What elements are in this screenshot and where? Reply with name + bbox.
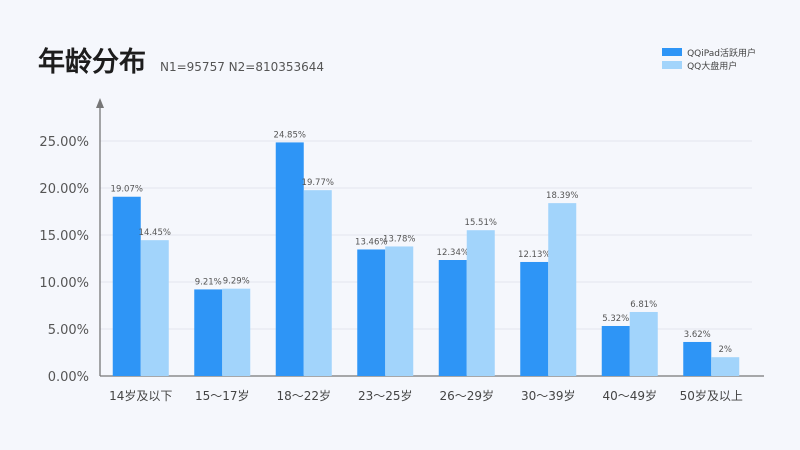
bar-overall xyxy=(385,246,414,376)
bar-ipad xyxy=(438,260,467,376)
data-label: 6.81% xyxy=(630,300,657,310)
data-label: 3.62% xyxy=(684,330,711,340)
x-tick-label: 14岁及以下 xyxy=(109,388,172,403)
bar-ipad xyxy=(275,142,304,376)
title-row: 年龄分布 N1=95757 N2=810353644 xyxy=(38,40,324,79)
data-label: 5.32% xyxy=(602,314,629,324)
chart-title: 年龄分布 xyxy=(38,47,146,78)
x-tick-label: 40～49岁 xyxy=(602,388,657,403)
bar-overall xyxy=(548,203,577,376)
y-tick-label: 25.00% xyxy=(39,135,89,150)
data-label: 12.13% xyxy=(518,250,550,260)
legend: QQiPad活跃用户 QQ大盘用户 xyxy=(662,47,756,73)
bar-overall xyxy=(140,240,169,376)
bar-ipad xyxy=(112,196,141,376)
legend-swatch-overall xyxy=(662,61,683,69)
chart-subtitle: N1=95757 N2=810353644 xyxy=(160,60,325,74)
y-tick-label: 20.00% xyxy=(39,182,89,197)
bar-ipad xyxy=(683,341,712,376)
bar-overall xyxy=(303,190,332,376)
x-tick-label: 50岁及以上 xyxy=(680,388,743,403)
bar-ipad xyxy=(601,325,630,376)
x-tick-label: 15～17岁 xyxy=(195,388,250,403)
data-label: 9.21% xyxy=(195,277,222,287)
data-label: 13.78% xyxy=(383,234,415,244)
y-axis-arrow xyxy=(96,98,104,108)
bar-overall xyxy=(711,357,740,376)
x-tick-label: 18～22岁 xyxy=(276,388,331,403)
bar-ipad xyxy=(194,289,223,376)
data-label: 19.07% xyxy=(111,185,143,195)
x-tick-label: 30～39岁 xyxy=(521,388,576,403)
data-label: 9.29% xyxy=(223,277,250,287)
data-label: 19.77% xyxy=(302,178,334,188)
bar-overall xyxy=(222,288,251,376)
data-label: 24.85% xyxy=(274,130,306,140)
data-label: 15.51% xyxy=(465,218,497,228)
data-label: 18.39% xyxy=(546,191,578,201)
y-tick-label: 10.00% xyxy=(39,276,89,291)
bar-overall xyxy=(466,230,495,376)
data-label: 14.45% xyxy=(139,228,171,238)
data-label: 12.34% xyxy=(437,248,469,258)
legend-swatch-ipad xyxy=(662,48,683,56)
data-label: 13.46% xyxy=(355,237,387,247)
legend-label-overall: QQ大盘用户 xyxy=(687,61,738,72)
legend-label-ipad: QQiPad活跃用户 xyxy=(687,48,756,59)
bar-ipad xyxy=(357,249,386,376)
legend-item-overall: QQ大盘用户 xyxy=(662,60,756,72)
y-tick-label: 0.00% xyxy=(48,370,89,385)
x-tick-label: 23～25岁 xyxy=(358,388,413,403)
y-tick-label: 15.00% xyxy=(39,229,89,244)
bar-overall xyxy=(629,311,658,376)
y-tick-label: 5.00% xyxy=(48,323,89,338)
data-label: 2% xyxy=(719,345,733,355)
x-tick-label: 26～29岁 xyxy=(439,388,494,403)
legend-item-ipad: QQiPad活跃用户 xyxy=(662,47,756,59)
bar-ipad xyxy=(520,261,549,376)
